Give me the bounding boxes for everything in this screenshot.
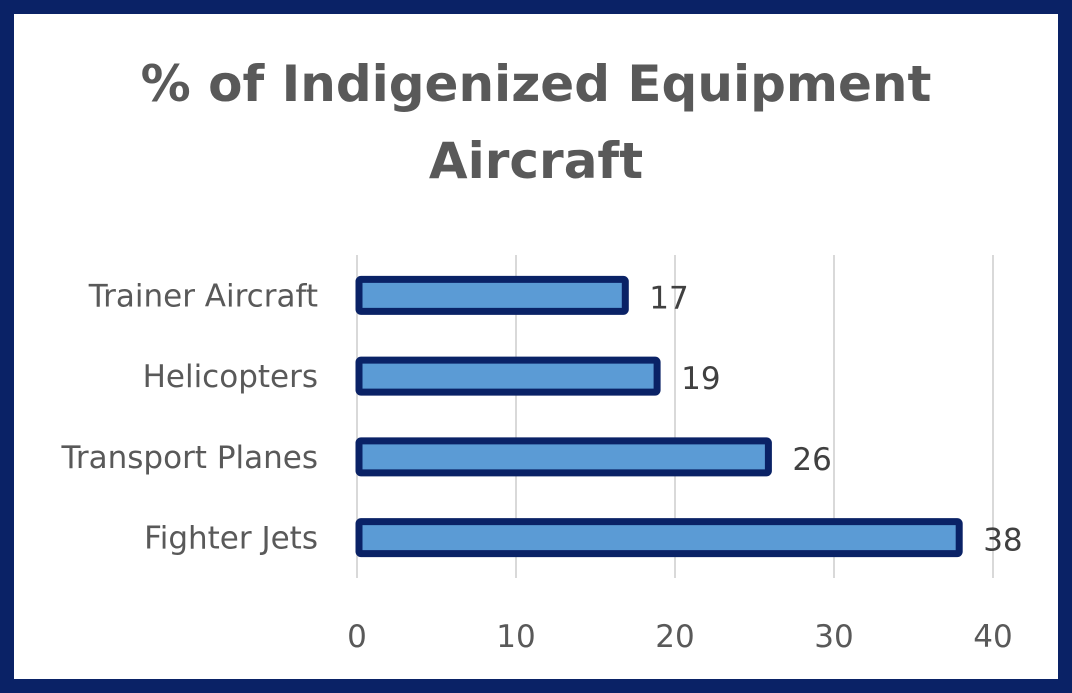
x-tick-label-40: 40: [973, 619, 1012, 655]
category-label-helicopters: Helicopters: [143, 359, 318, 395]
bar-fighter-jets: [355, 518, 963, 558]
x-tick-label-0: 0: [347, 619, 367, 655]
chart-title-line-1: % of Indigenized Equipment: [141, 55, 932, 113]
data-label-fighter-jets: 38: [983, 523, 1022, 559]
bar-helicopters: [355, 356, 661, 396]
bar-trainer-aircraft: [355, 275, 629, 315]
data-label-trainer-aircraft: 17: [649, 280, 688, 316]
category-label-trainer-aircraft: Trainer Aircraft: [88, 278, 318, 314]
bar-transport-planes: [355, 437, 772, 477]
data-label-transport-planes: 26: [792, 442, 831, 478]
category-label-transport-planes: Transport Planes: [61, 440, 319, 476]
category-label-fighter-jets: Fighter Jets: [144, 521, 318, 557]
x-tick-label-20: 20: [655, 619, 694, 655]
x-tick-label-10: 10: [496, 619, 535, 655]
data-label-helicopters: 19: [681, 361, 720, 397]
chart-title-line-2: Aircraft: [429, 132, 643, 190]
x-tick-label-30: 30: [814, 619, 853, 655]
